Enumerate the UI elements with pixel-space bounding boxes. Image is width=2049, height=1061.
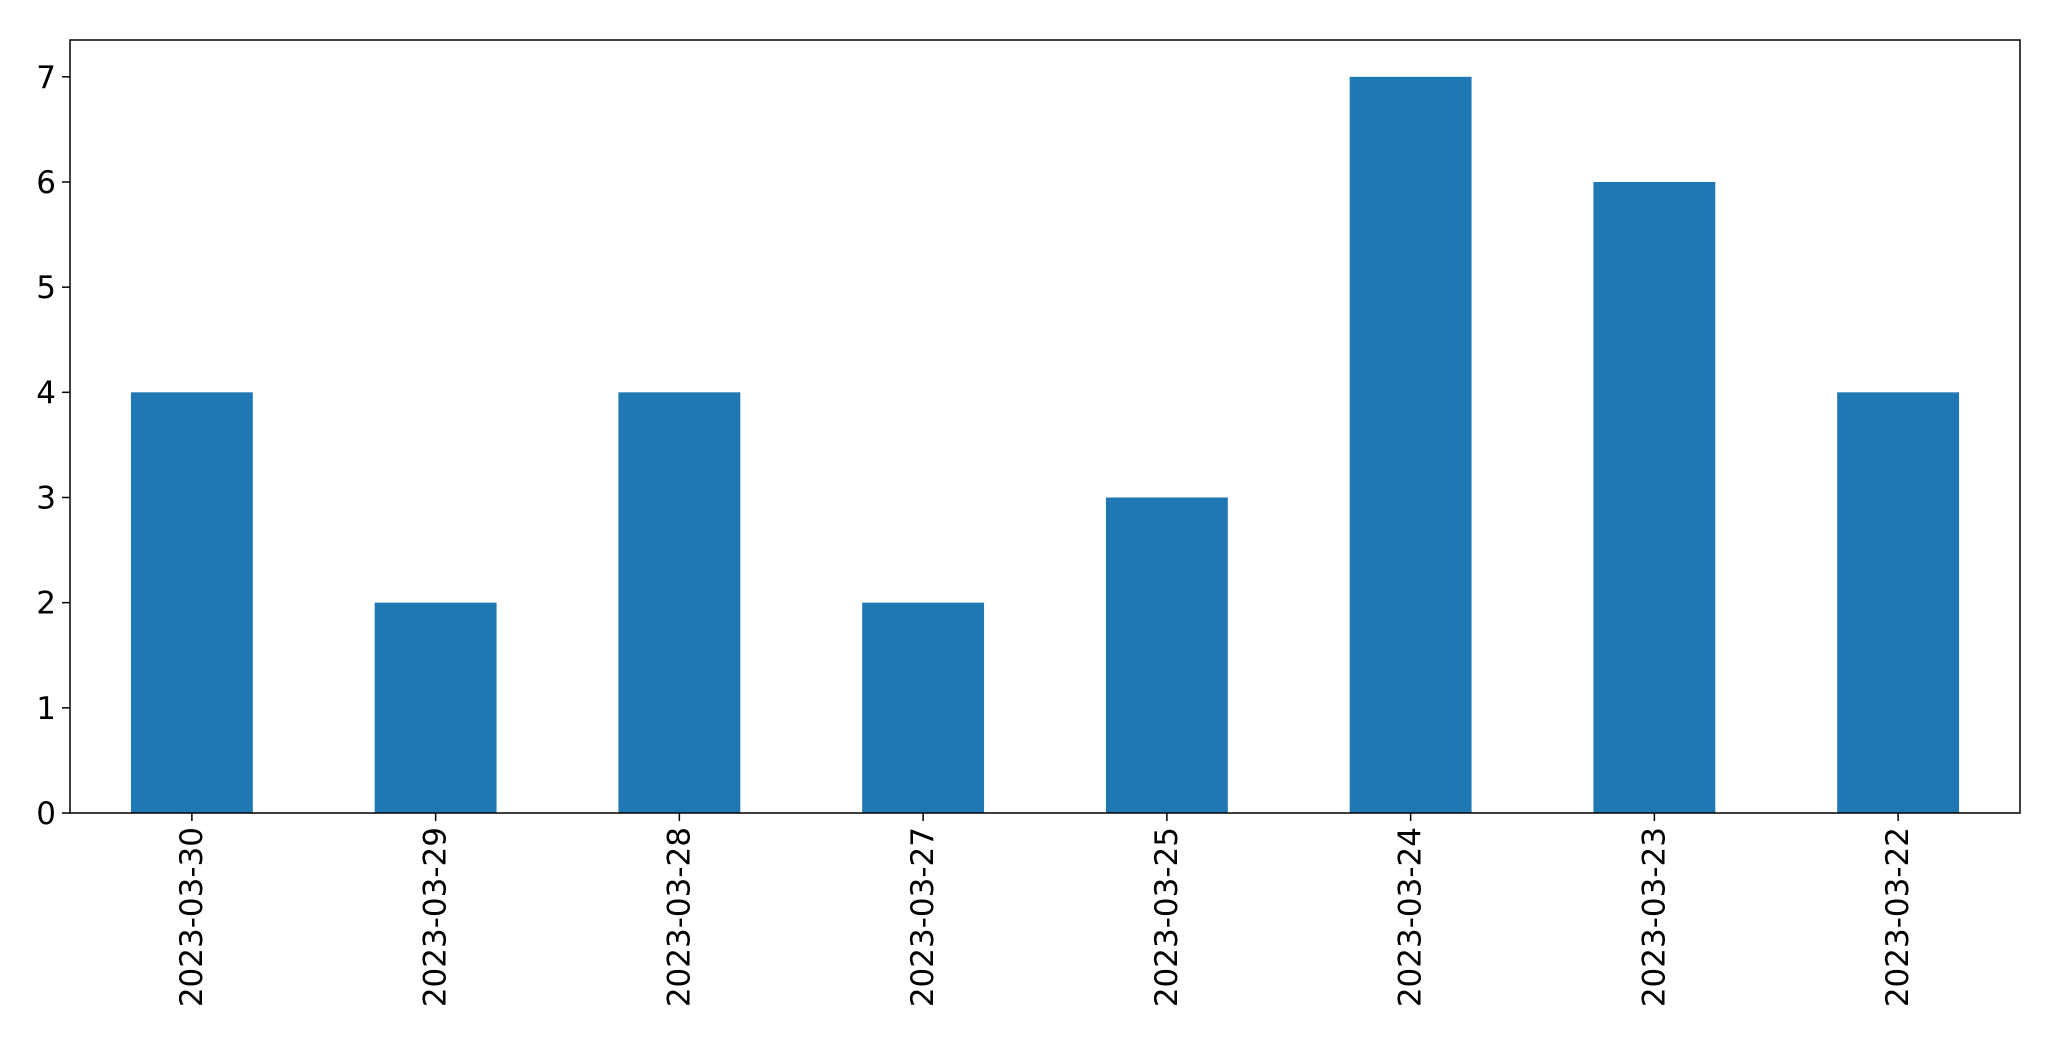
bar-2023-03-27 <box>862 602 985 813</box>
x-tick-label: 2023-03-24 <box>1393 827 1429 1007</box>
bar-2023-03-25 <box>1105 497 1228 813</box>
x-tick-label: 2023-03-23 <box>1636 827 1672 1007</box>
y-tick-label: 0 <box>36 796 56 832</box>
x-axis: 2023-03-30 2023-03-29 2023-03-28 2023-03-27… <box>174 813 1916 1007</box>
bar-2023-03-30 <box>130 392 253 813</box>
x-tick-label: 2023-03-27 <box>905 827 941 1007</box>
bars <box>130 76 1960 814</box>
x-tick-label: 2023-03-22 <box>1880 827 1916 1007</box>
bar-2023-03-23 <box>1593 181 1716 813</box>
x-tick-label: 2023-03-30 <box>174 827 210 1007</box>
bar-2023-03-28 <box>618 392 741 813</box>
y-tick-label: 7 <box>36 60 56 96</box>
y-tick-label: 3 <box>36 480 56 516</box>
plot-frame <box>69 39 2021 814</box>
y-axis: 0 1 2 3 4 5 6 7 <box>36 60 70 832</box>
y-tick-label: 6 <box>36 165 56 201</box>
x-tick-label: 2023-03-29 <box>418 827 454 1007</box>
y-tick-label: 4 <box>36 375 56 411</box>
bar-2023-03-22 <box>1837 392 1960 813</box>
bar-2023-03-29 <box>374 602 497 813</box>
y-tick-label: 1 <box>36 691 56 727</box>
x-tick-label: 2023-03-25 <box>1149 827 1185 1007</box>
y-tick-label: 5 <box>36 270 56 306</box>
bar-2023-03-24 <box>1349 76 1472 814</box>
y-tick-label: 2 <box>36 586 56 622</box>
x-tick-label: 2023-03-28 <box>661 827 697 1007</box>
